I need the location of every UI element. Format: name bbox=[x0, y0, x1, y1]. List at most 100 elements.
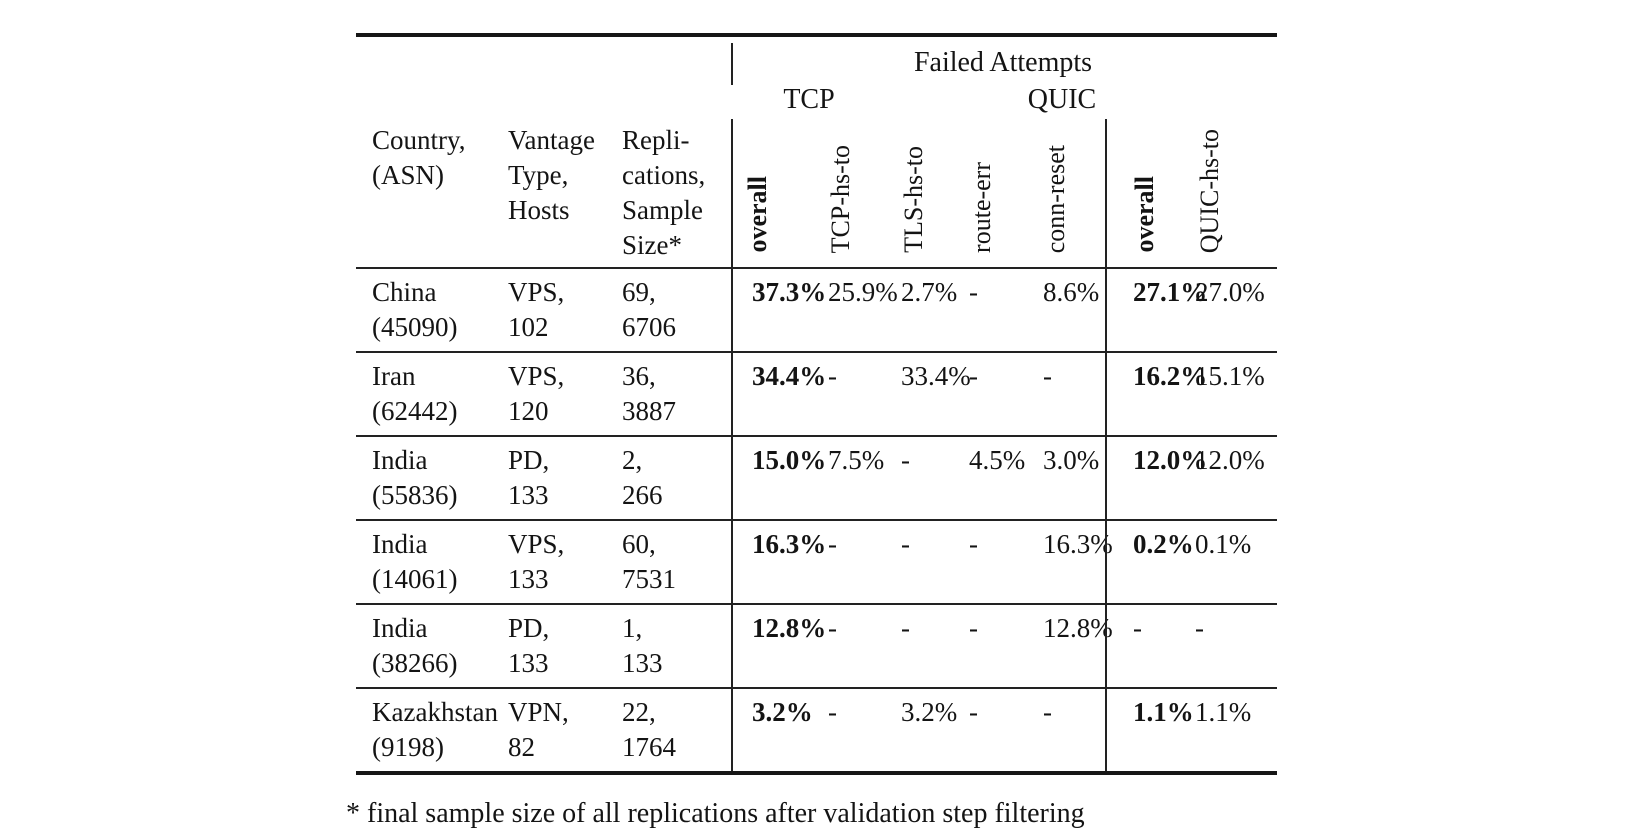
tls-hs-to-value: 33.4% bbox=[901, 361, 971, 391]
tls-hs-to-value: 3.2% bbox=[901, 697, 958, 727]
tcp-hs-to-value: - bbox=[828, 361, 837, 391]
hosts-count: 82 bbox=[508, 732, 535, 762]
tls-hs-to-value: - bbox=[901, 445, 910, 475]
asn: (14061) bbox=[372, 564, 458, 594]
tcp-overall-value: 37.3% bbox=[731, 269, 826, 351]
header-vertical-rule-left-top bbox=[731, 43, 733, 85]
country-name: India bbox=[372, 445, 428, 475]
vantage-cell: PD, 133 bbox=[508, 437, 622, 519]
hosts-count: 133 bbox=[508, 564, 549, 594]
asn: (38266) bbox=[372, 648, 458, 678]
sample-size: 6706 bbox=[622, 312, 676, 342]
quic-hs-to-value: 1.1% bbox=[1195, 697, 1252, 727]
tls-hs-to-value: 2.7% bbox=[901, 277, 958, 307]
replications-cell: 2, 266 bbox=[622, 437, 731, 519]
country-name: China bbox=[372, 277, 437, 307]
country-name: India bbox=[372, 613, 428, 643]
route-err-value: 4.5% bbox=[969, 445, 1026, 475]
tls-hs-to-column-header: TLS-hs-to bbox=[899, 146, 928, 253]
tcp-group-header: TCP bbox=[783, 84, 835, 115]
quic-overall-value: 0.2% bbox=[1105, 521, 1194, 603]
tcp-hs-to-value: - bbox=[828, 613, 837, 643]
country-cell: India (55836) bbox=[356, 437, 508, 519]
conn-reset-value: - bbox=[1043, 361, 1052, 391]
hosts-count: 120 bbox=[508, 396, 549, 426]
tcp-overall-value: 16.3% bbox=[731, 521, 826, 603]
country-name: Kazakhstan bbox=[372, 697, 498, 727]
conn-reset-column-header: conn-reset bbox=[1041, 144, 1070, 253]
hosts-count: 133 bbox=[508, 648, 549, 678]
tcp-overall-value: 12.8% bbox=[731, 605, 826, 687]
sample-size: 133 bbox=[622, 648, 663, 678]
replications-count: 1, bbox=[622, 613, 643, 643]
quic-hs-to-value: 0.1% bbox=[1195, 529, 1252, 559]
table-row-iran-62442: Iran (62442) VPS, 120 36, 3887 34.4% - 33.4… bbox=[356, 353, 1277, 437]
tcp-hs-to-column-header: TCP-hs-to bbox=[826, 144, 855, 253]
replications-cell: 22, 1764 bbox=[622, 689, 731, 771]
replications-column-header: Repli- cations, Sample Size* bbox=[622, 125, 706, 260]
route-err-value: - bbox=[969, 697, 978, 727]
route-err-value: - bbox=[969, 613, 978, 643]
country-cell: China (45090) bbox=[356, 269, 508, 351]
quic-hs-to-value: 15.1% bbox=[1195, 361, 1265, 391]
vantage-type: VPS, bbox=[508, 529, 565, 559]
tcp-overall-value: 3.2% bbox=[731, 689, 825, 771]
sample-size: 7531 bbox=[622, 564, 676, 594]
vantage-column-header: Vantage Type, Hosts bbox=[508, 125, 595, 225]
vantage-cell: VPN, 82 bbox=[508, 689, 622, 771]
quic-overall-value: 27.1% bbox=[1105, 269, 1207, 351]
quic-overall-column-header: overall bbox=[1130, 176, 1159, 253]
tcp-hs-to-value: - bbox=[828, 697, 837, 727]
failed-attempts-group-header: Failed Attempts bbox=[913, 47, 1093, 78]
replications-cell: 1, 133 bbox=[622, 605, 731, 687]
failure-rates-table: Failed Attempts TCP QUIC Country, (ASN) … bbox=[356, 33, 1277, 775]
asn: (45090) bbox=[372, 312, 458, 342]
country-cell: Kazakhstan (9198) bbox=[356, 689, 508, 771]
tcp-overall-value: 15.0% bbox=[731, 437, 826, 519]
sample-size: 266 bbox=[622, 480, 663, 510]
asn: (55836) bbox=[372, 480, 458, 510]
replications-cell: 60, 7531 bbox=[622, 521, 731, 603]
tcp-hs-to-value: 7.5% bbox=[828, 445, 885, 475]
quic-hs-to-value: 12.0% bbox=[1195, 445, 1265, 475]
quic-overall-value: - bbox=[1105, 605, 1192, 687]
quic-hs-to-value: - bbox=[1195, 613, 1204, 643]
sample-size: 3887 bbox=[622, 396, 676, 426]
header-vertical-rule-right bbox=[1105, 119, 1107, 267]
tcp-overall-column-header: overall bbox=[743, 176, 772, 253]
tcp-hs-to-value: 25.9% bbox=[828, 277, 898, 307]
conn-reset-value: - bbox=[1043, 697, 1052, 727]
sample-size: 1764 bbox=[622, 732, 676, 762]
route-err-value: - bbox=[969, 277, 978, 307]
country-cell: India (38266) bbox=[356, 605, 508, 687]
vantage-type: PD, bbox=[508, 613, 550, 643]
hosts-count: 133 bbox=[508, 480, 549, 510]
vantage-cell: PD, 133 bbox=[508, 605, 622, 687]
quic-hs-to-column-header: QUIC-hs-to bbox=[1195, 128, 1224, 253]
quic-overall-value: 16.2% bbox=[1105, 353, 1207, 435]
tls-hs-to-value: - bbox=[901, 613, 910, 643]
table-row-kazakhstan-9198: Kazakhstan (9198) VPN, 82 22, 1764 3.2% - 3… bbox=[356, 689, 1277, 771]
table-row-india-38266: India (38266) PD, 133 1, 133 12.8% - - - 12… bbox=[356, 605, 1277, 689]
replications-count: 60, bbox=[622, 529, 656, 559]
table-body: China (45090) VPS, 102 69, 6706 37.3% 25.9%… bbox=[356, 269, 1277, 775]
hosts-count: 102 bbox=[508, 312, 549, 342]
quic-hs-to-value: 27.0% bbox=[1195, 277, 1265, 307]
table-row-india-55836: India (55836) PD, 133 2, 266 15.0% 7.5% - 4… bbox=[356, 437, 1277, 521]
vantage-type: VPS, bbox=[508, 361, 565, 391]
tls-hs-to-value: - bbox=[901, 529, 910, 559]
vantage-type: PD, bbox=[508, 445, 550, 475]
replications-count: 2, bbox=[622, 445, 643, 475]
vantage-cell: VPS, 133 bbox=[508, 521, 622, 603]
header-vertical-rule-left bbox=[731, 119, 733, 267]
tcp-overall-value: 34.4% bbox=[731, 353, 826, 435]
vantage-type: VPS, bbox=[508, 277, 565, 307]
country-cell: India (14061) bbox=[356, 521, 508, 603]
vantage-type: VPN, bbox=[508, 697, 569, 727]
table-row-india-14061: India (14061) VPS, 133 60, 7531 16.3% - - -… bbox=[356, 521, 1277, 605]
conn-reset-value: 12.8% bbox=[1043, 613, 1113, 643]
country-name: Iran bbox=[372, 361, 416, 391]
tcp-hs-to-value: - bbox=[828, 529, 837, 559]
conn-reset-value: 8.6% bbox=[1043, 277, 1100, 307]
table-footnote: * final sample size of all replications … bbox=[346, 798, 1085, 829]
